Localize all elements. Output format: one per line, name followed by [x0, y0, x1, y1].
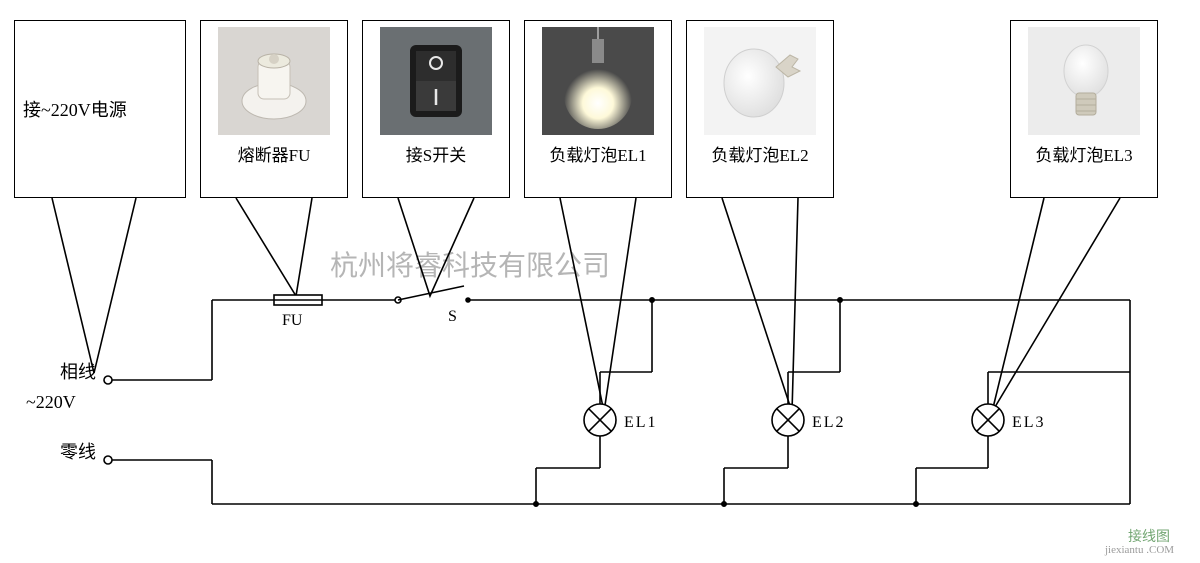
- el3-caption: 负载灯泡EL3: [1035, 141, 1132, 166]
- el1-image: [542, 27, 654, 135]
- switch-image: [380, 27, 492, 135]
- fuse-label: FU: [282, 312, 302, 330]
- callout-el2: 负载灯泡EL2: [686, 20, 834, 198]
- callout-switch: 接S开关: [362, 20, 510, 198]
- power-text: 接~220V电源: [23, 96, 127, 122]
- switch-icon: [380, 27, 492, 135]
- fuse-caption: 熔断器FU: [238, 141, 311, 166]
- switch-caption: 接S开关: [406, 141, 466, 166]
- bulb-standing-icon: [1028, 27, 1140, 135]
- switch-label: S: [448, 308, 457, 326]
- el2-label: EL2: [812, 414, 846, 432]
- el3-image: [1028, 27, 1140, 135]
- corner-wm-2: jiexiantu .COM: [1105, 544, 1174, 556]
- bulb-lit-icon: [542, 27, 654, 135]
- el1-label: EL1: [624, 414, 658, 432]
- supply-label: ~220V: [26, 392, 76, 413]
- bulb-off-icon: [704, 27, 816, 135]
- callout-power: 接~220V电源: [14, 20, 186, 198]
- callout-el3: 负载灯泡EL3: [1010, 20, 1158, 198]
- corner-wm-1: 接线图: [1128, 526, 1170, 546]
- el2-image: [704, 27, 816, 135]
- el1-caption: 负载灯泡EL1: [549, 141, 646, 166]
- phase-label: 相线: [60, 358, 96, 384]
- watermark-text: 杭州将睿科技有限公司: [330, 244, 610, 284]
- fuse-icon: [218, 27, 330, 135]
- callout-fuse: 熔断器FU: [200, 20, 348, 198]
- el2-caption: 负载灯泡EL2: [711, 141, 808, 166]
- neutral-label: 零线: [60, 438, 96, 464]
- fuse-image: [218, 27, 330, 135]
- el3-label: EL3: [1012, 414, 1046, 432]
- callout-el1: 负载灯泡EL1: [524, 20, 672, 198]
